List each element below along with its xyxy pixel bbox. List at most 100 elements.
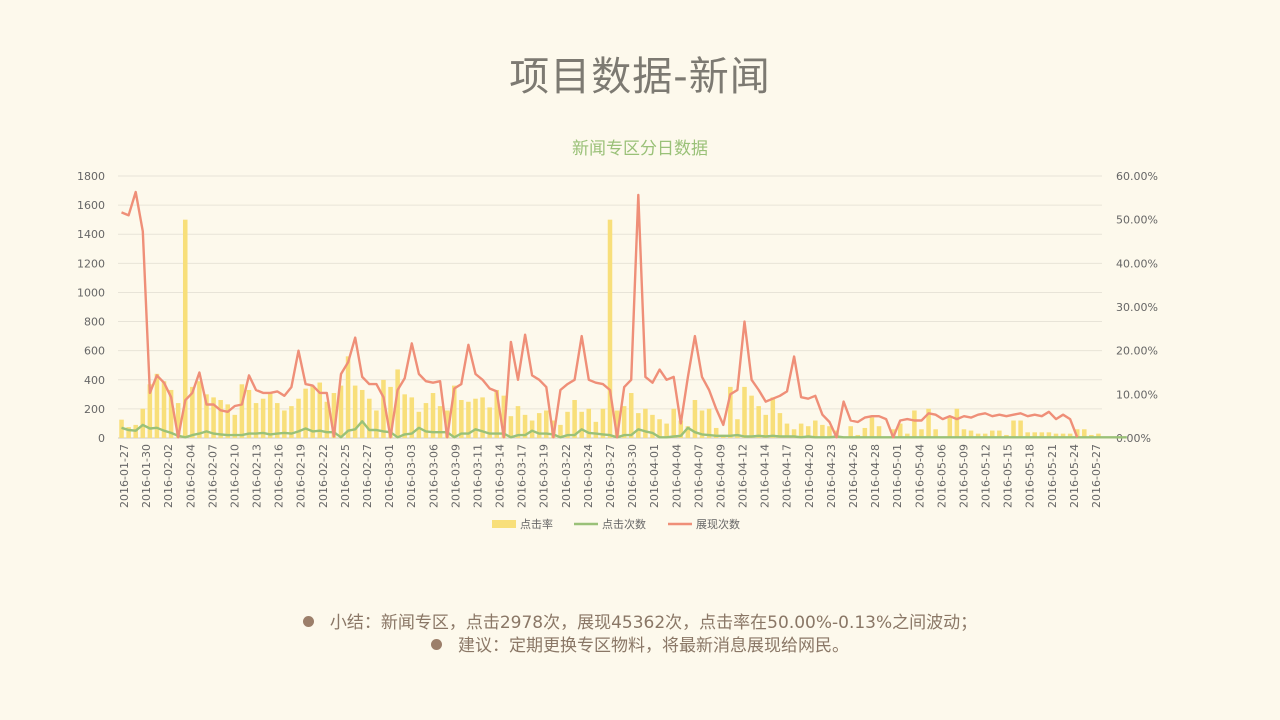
x-tick-label: 2016-03-17 <box>516 444 529 508</box>
x-tick-label: 2016-02-02 <box>162 444 175 508</box>
bar <box>628 393 634 438</box>
x-tick-label: 2016-02-04 <box>184 444 197 508</box>
bar <box>1060 433 1066 438</box>
x-axis: 2016-01-27 2016-01-30 2016-02-02 2016-02-04… <box>118 444 1103 508</box>
x-tick-label: 2016-03-09 <box>449 444 462 508</box>
x-tick-label: 2016-03-06 <box>427 444 440 508</box>
x-tick-label: 2016-05-06 <box>935 444 948 508</box>
bar <box>430 393 436 438</box>
x-tick-label: 2016-03-03 <box>405 444 418 508</box>
bar <box>232 414 238 438</box>
series-lines <box>121 190 1127 439</box>
bar <box>770 397 776 438</box>
bar <box>685 426 691 438</box>
left-tick-label: 600 <box>84 345 105 358</box>
bar <box>515 406 521 438</box>
bar <box>161 381 167 438</box>
x-tick-label: 2016-05-21 <box>1046 444 1059 508</box>
bar <box>473 398 478 438</box>
right-tick-label: 0.00% <box>1116 432 1151 445</box>
x-tick-label: 2016-04-20 <box>803 444 816 508</box>
bar <box>643 408 648 438</box>
bullet-icon <box>431 638 442 650</box>
bar <box>345 356 351 438</box>
bar <box>352 385 358 438</box>
bar <box>784 423 790 438</box>
x-tick-label: 2016-05-15 <box>1002 444 1015 508</box>
x-tick-label: 2016-03-27 <box>604 444 617 508</box>
bar <box>275 403 280 438</box>
bar <box>140 408 146 438</box>
x-tick-label: 2016-04-23 <box>825 444 838 508</box>
bar <box>282 410 287 438</box>
bar <box>444 410 450 438</box>
bar <box>168 389 174 438</box>
bar <box>508 416 514 438</box>
bar <box>579 411 584 438</box>
x-tick-label: 2016-02-22 <box>317 444 330 508</box>
x-tick-label: 2016-02-27 <box>361 444 374 508</box>
bar <box>1082 429 1087 438</box>
x-tick-label: 2016-02-10 <box>228 444 241 508</box>
bar <box>558 424 563 438</box>
x-tick-label: 2016-03-01 <box>383 444 396 508</box>
bar <box>961 429 967 438</box>
bar <box>791 429 797 438</box>
bar <box>544 410 549 438</box>
bar <box>671 408 676 438</box>
bar <box>905 433 910 438</box>
bar <box>933 429 938 438</box>
bar <box>827 426 832 438</box>
bar <box>466 401 471 438</box>
summary-line-2: 建议：定期更换专区物料，将最新消息展现给网民。 <box>0 631 1280 656</box>
bar <box>805 426 811 438</box>
bar <box>367 398 372 438</box>
bar <box>798 423 804 438</box>
bar <box>593 421 599 438</box>
left-tick-label: 800 <box>84 316 105 329</box>
bar <box>1046 432 1052 438</box>
bar <box>501 395 507 438</box>
right-tick-label: 10.00% <box>1116 388 1158 401</box>
bar <box>317 382 323 438</box>
bar <box>211 397 216 438</box>
left-tick-label: 200 <box>84 403 105 416</box>
bar <box>728 386 733 438</box>
x-tick-label: 2016-02-13 <box>251 444 264 508</box>
bar <box>374 410 379 438</box>
bar <box>388 386 393 438</box>
bar <box>947 416 953 438</box>
bar <box>175 403 181 438</box>
bar <box>239 384 245 438</box>
x-tick-label: 2016-04-07 <box>692 444 705 508</box>
bar <box>848 426 853 438</box>
bar <box>260 398 266 438</box>
bar <box>990 430 995 438</box>
bar <box>190 386 195 438</box>
x-tick-label: 2016-03-22 <box>560 444 573 508</box>
x-tick-label: 2016-05-24 <box>1068 444 1081 508</box>
x-tick-label: 2016-02-19 <box>295 444 308 508</box>
bar <box>975 433 981 438</box>
bar <box>416 411 422 438</box>
bar <box>1074 429 1080 438</box>
left-tick-label: 1800 <box>77 170 105 183</box>
summary-line-1: 小结：新闻专区，点击2978次，展现45362次，点击率在50.00%-0.13… <box>0 608 1280 633</box>
bar <box>459 400 464 438</box>
right-tick-label: 50.00% <box>1116 214 1158 227</box>
bar <box>423 403 429 438</box>
bar <box>565 411 570 438</box>
bar <box>869 417 875 438</box>
bar <box>600 408 606 438</box>
bar <box>763 414 769 438</box>
right-tick-label: 30.00% <box>1116 301 1158 314</box>
legend-swatch-click-rate <box>492 520 516 528</box>
bar <box>735 419 740 438</box>
bar <box>1053 433 1059 438</box>
bar <box>451 385 457 438</box>
x-tick-label: 2016-01-27 <box>118 444 131 508</box>
bar <box>147 384 153 438</box>
bar <box>621 406 627 438</box>
bar <box>246 389 252 438</box>
bar <box>1011 420 1016 438</box>
